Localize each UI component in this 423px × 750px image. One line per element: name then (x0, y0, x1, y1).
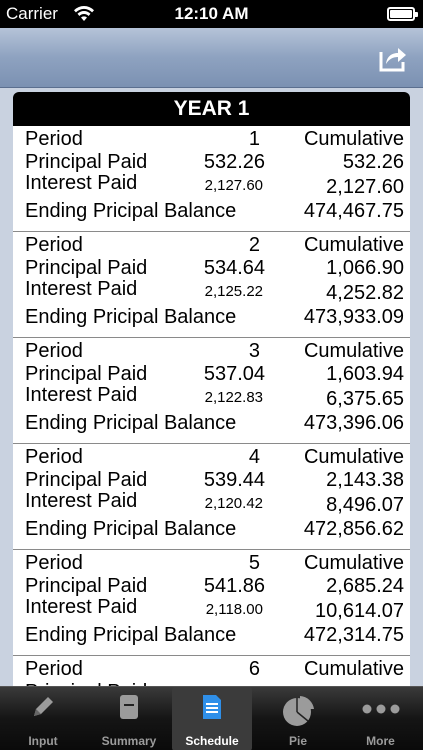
principal-value: 537.04 (203, 363, 265, 385)
principal-value: 541.86 (203, 575, 265, 597)
tab-label: Summary (101, 734, 157, 748)
clock: 12:10 AM (174, 4, 249, 23)
period-label: Period (25, 340, 83, 362)
period-number: 3 (248, 340, 260, 362)
ending-balance-value: 473,933.09 (303, 306, 404, 328)
cumulative-principal: 1,066.90 (326, 257, 404, 279)
tab-label: More (366, 734, 395, 748)
list-document-icon (201, 694, 223, 723)
principal-label: Principal Paid (25, 469, 148, 491)
principal-label: Principal Paid (25, 257, 148, 279)
cumulative-principal: 2,685.24 (326, 575, 404, 597)
principal-label: Principal Paid (25, 681, 147, 686)
principal-label: Principal Paid (25, 151, 148, 173)
tab-pie[interactable]: Pie (258, 687, 338, 750)
ending-balance-label: Ending Pricipal Balance (25, 518, 237, 540)
cumulative-interest: 4,252.82 (326, 282, 404, 304)
cumulative-principal: 1,603.94 (326, 363, 404, 385)
cumulative-label: Cumulative (303, 446, 404, 468)
cumulative-interest: 8,496.07 (326, 494, 404, 516)
cumulative-principal: 532.26 (342, 151, 404, 173)
battery-icon (387, 7, 418, 21)
schedule-list: Period 1 Cumulative Principal Paid 532.2… (13, 126, 410, 686)
interest-label: Interest Paid (25, 384, 138, 406)
interest-label: Interest Paid (25, 490, 138, 512)
interest-value: 2,118.00 (205, 601, 263, 618)
period-number: 6 (248, 658, 260, 680)
principal-label: Principal Paid (25, 575, 148, 597)
tab-more[interactable]: More (338, 687, 423, 750)
period-number: 5 (248, 552, 260, 574)
tab-summary[interactable]: Summary (86, 687, 172, 750)
tab-schedule[interactable]: Schedule (172, 687, 252, 750)
cumulative-label: Cumulative (303, 340, 404, 362)
period-block: Period 3 Cumulative Principal Paid 537.0… (13, 338, 410, 444)
more-dots-icon (361, 703, 401, 718)
interest-label: Interest Paid (25, 596, 138, 618)
period-label: Period (25, 446, 83, 468)
principal-label: Principal Paid (25, 363, 148, 385)
interest-label: Interest Paid (25, 172, 138, 194)
period-label: Period (25, 234, 83, 256)
navigation-bar (0, 28, 423, 88)
interest-value: 2,127.60 (204, 177, 263, 194)
tab-input[interactable]: Input (0, 687, 86, 750)
ending-balance-value: 472,314.75 (303, 624, 404, 646)
principal-value: 532.26 (203, 151, 265, 173)
interest-value: 2,125.22 (204, 283, 263, 300)
period-block: Period 2 Cumulative Principal Paid 534.6… (13, 232, 410, 338)
tab-label: Input (28, 734, 58, 748)
ending-balance-value: 473,396.06 (303, 412, 404, 434)
tab-label: Pie (288, 734, 307, 748)
interest-value: 2,122.83 (204, 389, 263, 406)
period-number: 1 (248, 128, 260, 150)
ending-balance-label: Ending Pricipal Balance (25, 412, 237, 434)
period-block: Period 4 Cumulative Principal Paid 539.4… (13, 444, 410, 550)
interest-value: 2,120.42 (204, 495, 263, 512)
interest-label: Interest Paid (25, 278, 138, 300)
cumulative-label: Cumulative (303, 234, 404, 256)
cumulative-interest: 2,127.60 (326, 176, 404, 198)
cumulative-label: Cumulative (303, 552, 404, 574)
cumulative-interest: 6,375.65 (326, 388, 404, 410)
period-block: Period 1 Cumulative Principal Paid 532.2… (13, 126, 410, 232)
period-number: 2 (248, 234, 260, 256)
period-label: Period (25, 658, 83, 680)
period-label: Period (25, 128, 83, 150)
ending-balance-label: Ending Pricipal Balance (25, 306, 237, 328)
cumulative-principal: 2,143.38 (326, 469, 404, 491)
share-icon[interactable] (377, 42, 409, 74)
principal-value: 534.64 (203, 257, 265, 279)
year-header: YEAR 1 (13, 92, 410, 126)
carrier-label: Carrier (6, 4, 58, 23)
pie-chart-icon (278, 694, 318, 731)
period-label: Period (25, 552, 83, 574)
schedule-scroll-view[interactable]: YEAR 1 Period 1 Cumulative Principal Pai… (0, 88, 423, 686)
tab-bar: Input Summary Schedule Pie More (0, 686, 423, 750)
status-bar: Carrier 12:10 AM (0, 0, 423, 28)
cumulative-label: Cumulative (303, 658, 404, 680)
wifi-icon (74, 5, 94, 21)
ending-balance-value: 472,856.62 (303, 518, 404, 540)
period-block: Period 5 Cumulative Principal Paid 541.8… (13, 550, 410, 656)
period-number: 4 (248, 446, 260, 468)
period-block: Period 6 Cumulative Principal Paid Inter… (13, 656, 410, 686)
ending-balance-label: Ending Pricipal Balance (25, 200, 237, 222)
principal-value: 539.44 (203, 469, 265, 491)
ending-balance-label: Ending Pricipal Balance (25, 624, 237, 646)
cumulative-interest: 10,614.07 (315, 600, 404, 622)
pencil-icon (30, 694, 56, 723)
document-icon (118, 694, 140, 723)
ending-balance-value: 474,467.75 (303, 200, 404, 222)
cumulative-label: Cumulative (303, 128, 404, 150)
tab-label: Schedule (185, 734, 239, 748)
